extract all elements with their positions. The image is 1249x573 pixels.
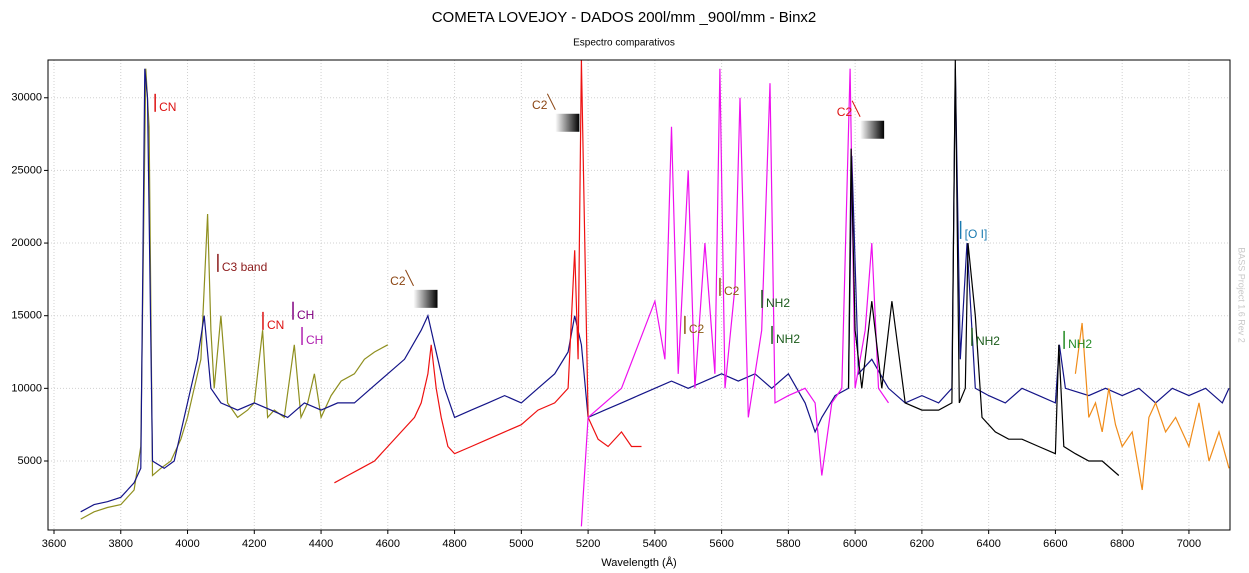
annotation-tick [405,269,414,287]
x-tick-label: 6000 [843,538,867,550]
annotation-flag [860,120,885,139]
y-tick-label: 10000 [11,382,42,394]
y-tick-label: 30000 [11,92,42,104]
chart-subtitle: Espectro comparativos [573,38,675,49]
spectrum-line [80,68,1230,513]
spectrum-line [580,68,889,527]
watermark: BASS Project 1.6 Rev 2 [1237,247,1247,343]
annotation: CN [159,100,176,114]
annotation: CH [297,308,314,322]
spectrum-line [847,60,1120,476]
annotation: CN [267,318,284,332]
y-tick-label: 20000 [11,237,42,249]
x-tick-label: 3600 [42,538,66,550]
annotation: C3 band [222,260,267,274]
x-axis-label: Wavelength (Å) [601,556,676,569]
x-tick-label: 5000 [509,538,533,550]
x-tick-label: 5400 [643,538,667,550]
annotation: NH2 [766,296,790,310]
y-tick-label: 5000 [18,455,42,467]
annotation-tick [851,100,861,117]
annotation-flag [413,289,438,308]
x-tick-label: 7000 [1177,538,1201,550]
x-tick-label: 5800 [776,538,800,550]
x-tick-label: 4200 [242,538,266,550]
spectrum-line [1074,322,1230,491]
y-tick-label: 15000 [11,310,42,322]
y-tick-label: 25000 [11,164,42,176]
x-tick-label: 4000 [175,538,199,550]
spectrum-line [80,68,389,520]
plot-frame [47,59,1231,531]
annotation: C2 [390,274,406,288]
annotation: C2 [837,105,853,119]
annotation: NH2 [776,332,800,346]
x-tick-label: 6800 [1110,538,1134,550]
chart-title: COMETA LOVEJOY - DADOS 200l/mm _900l/mm … [432,9,817,26]
x-tick-label: 3800 [109,538,133,550]
annotation: CH [306,333,323,347]
annotation-flag [555,113,580,132]
x-tick-label: 6600 [1043,538,1067,550]
x-tick-label: 4800 [442,538,466,550]
annotation-tick [546,93,556,110]
x-tick-label: 5200 [576,538,600,550]
annotation: C2 [724,284,740,298]
x-tick-label: 5600 [709,538,733,550]
x-tick-label: 4600 [376,538,400,550]
x-tick-label: 6400 [976,538,1000,550]
x-tick-label: 6200 [910,538,934,550]
plot-area [80,60,1230,527]
annotation: C2 [532,98,548,112]
spectrum-line [334,60,642,484]
annotation: NH2 [976,334,1000,348]
annotation: [O I] [965,227,988,241]
annotation: C2 [689,322,705,336]
x-tick-label: 4400 [309,538,333,550]
annotation: NH2 [1068,337,1092,351]
